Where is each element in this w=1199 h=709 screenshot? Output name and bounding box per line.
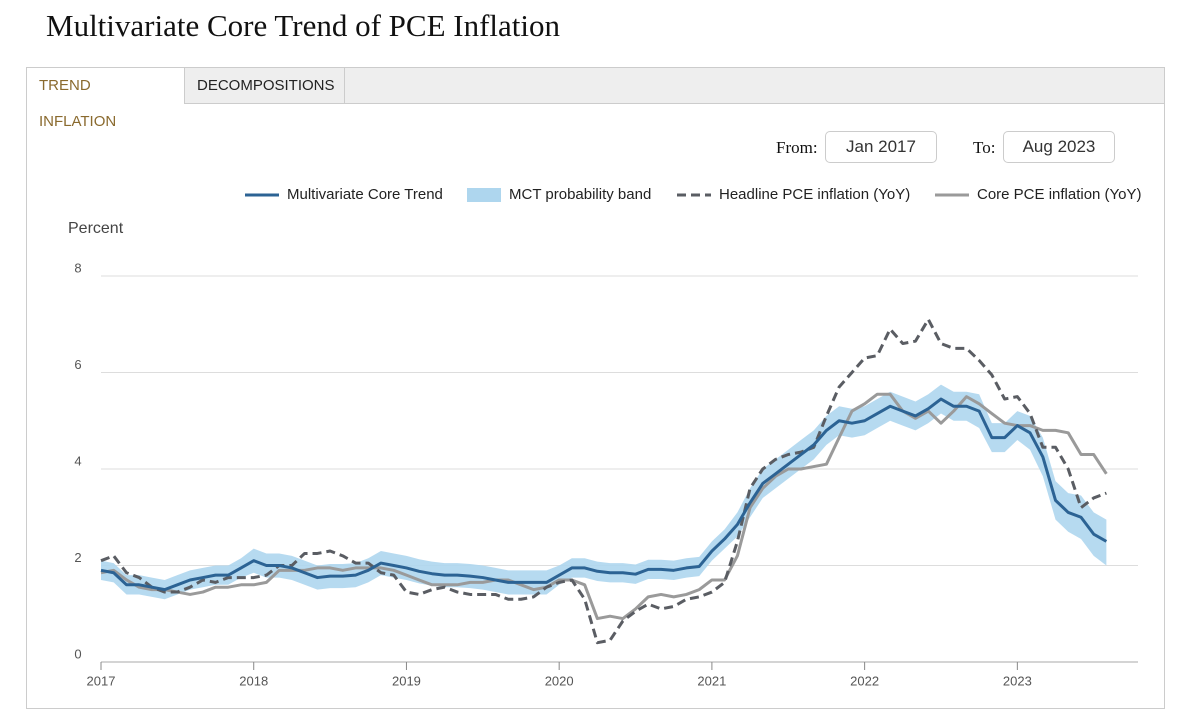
x-tick-label: 2018 (239, 673, 268, 688)
series-line (100, 317, 1107, 645)
y-axis-label: Percent (68, 220, 124, 237)
series-line (100, 392, 1108, 621)
legend-label: Multivariate Core Trend (287, 186, 443, 203)
tab[interactable]: TREND INFLATION (27, 68, 185, 130)
y-tick-label: 2 (74, 550, 81, 565)
x-tick-label: 2019 (392, 673, 421, 688)
y-tick-label: 4 (74, 453, 81, 468)
x-tick-label: 2020 (545, 673, 574, 688)
y-tick-label: 0 (74, 646, 81, 661)
probability-band (101, 384, 1107, 600)
y-tick-label: 6 (74, 357, 81, 372)
legend-label: Headline PCE inflation (YoY) (719, 186, 910, 203)
tab[interactable]: DECOMPOSITIONS (185, 68, 345, 103)
legend-label: MCT probability band (509, 186, 651, 203)
panel: TREND INFLATION DECOMPOSITIONS (26, 67, 1165, 709)
x-tick-label: 2023 (1003, 673, 1032, 688)
x-tick-label: 2017 (87, 673, 116, 688)
tab-bar: TREND INFLATION DECOMPOSITIONS (27, 68, 1164, 130)
x-tick-label: 2021 (697, 673, 726, 688)
y-tick-label: 8 (74, 260, 81, 275)
to-label: To: (973, 138, 996, 157)
from-input[interactable]: Jan 2017 (825, 131, 937, 163)
from-label: From: (776, 138, 818, 157)
legend-swatch (467, 188, 501, 202)
page-title: Multivariate Core Trend of PCE Inflation (46, 8, 561, 43)
x-tick-label: 2022 (850, 673, 879, 688)
to-input[interactable]: Aug 2023 (1003, 131, 1115, 163)
legend-label: Core PCE inflation (YoY) (977, 186, 1142, 203)
series-line (100, 397, 1108, 592)
